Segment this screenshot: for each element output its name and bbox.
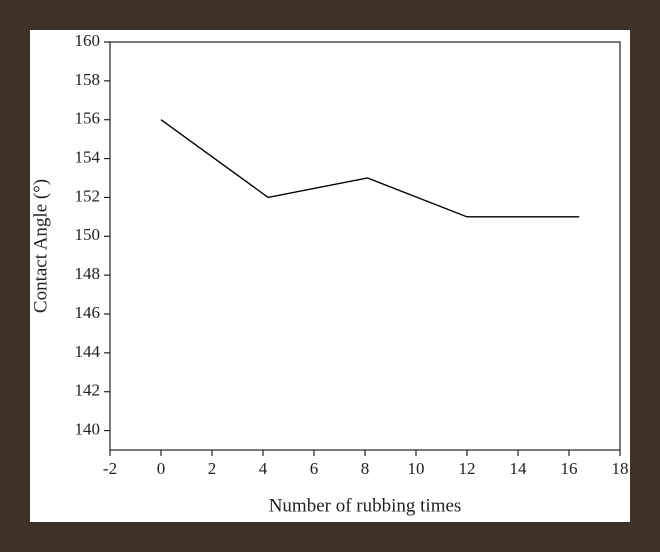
x-tick-label: 6 [310, 459, 319, 478]
x-tick-label: 4 [259, 459, 268, 478]
y-tick-label: 148 [75, 264, 101, 283]
y-tick-label: 160 [75, 31, 101, 50]
x-tick-label: 10 [408, 459, 425, 478]
x-axis-title: Number of rubbing times [269, 495, 462, 516]
x-tick-label: 2 [208, 459, 217, 478]
y-tick-label: 156 [75, 109, 101, 128]
y-tick-label: 140 [75, 419, 101, 438]
y-axis-title: Contact Angle (°) [30, 179, 51, 313]
data-line [160, 119, 580, 218]
x-tick-label: 14 [510, 459, 528, 478]
x-tick-label: 16 [561, 459, 578, 478]
x-tick-label: 8 [361, 459, 370, 478]
chart-panel [30, 30, 630, 522]
x-tick-label: 18 [612, 459, 629, 478]
y-tick-label: 154 [75, 147, 101, 166]
x-tick-label: 12 [459, 459, 476, 478]
y-tick-label: 158 [75, 70, 101, 89]
y-tick-label: 146 [75, 303, 101, 322]
y-tick-label: 142 [75, 381, 101, 400]
y-tick-label: 144 [75, 342, 101, 361]
y-tick-label: 152 [75, 186, 101, 205]
x-tick-label: 0 [157, 459, 166, 478]
x-tick-label: -2 [103, 459, 117, 478]
y-tick-label: 150 [75, 225, 101, 244]
